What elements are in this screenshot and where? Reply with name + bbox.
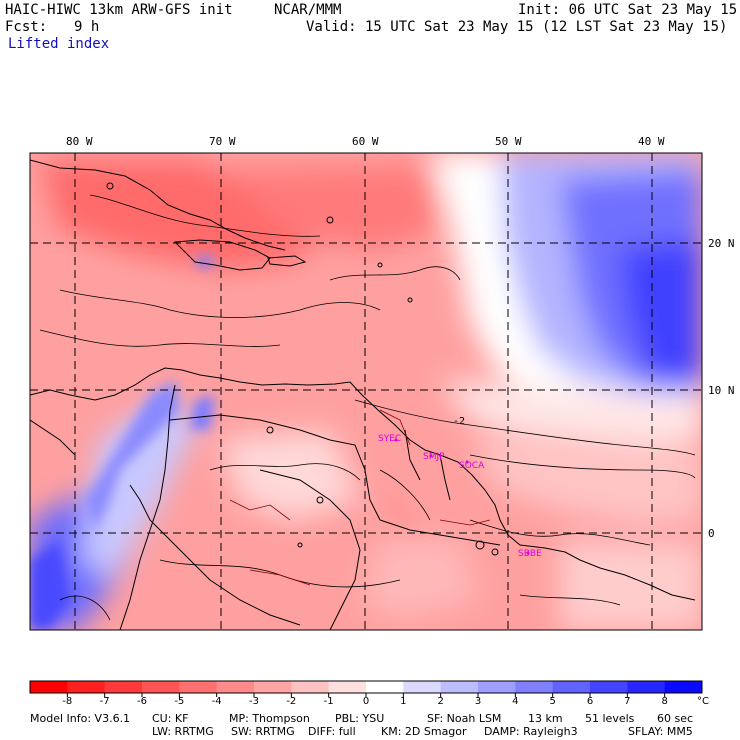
colorbar-swatch (104, 681, 143, 693)
init-time: Init: 06 UTC Sat 23 May 15 (518, 2, 738, 18)
lat-label: 0 (708, 527, 715, 540)
colorbar-swatch (552, 681, 591, 693)
colorbar-tick-label: -2 (286, 696, 296, 707)
model-info-levels: 51 levels (585, 712, 635, 725)
field-name: Lifted index (8, 36, 110, 52)
colorbar-swatch (67, 681, 105, 693)
colorbar-tick-label: 1 (400, 696, 406, 707)
border-colombia-brazil (259, 469, 361, 630)
colorbar-tick-label: -8 (62, 696, 72, 707)
colorbar-swatch (179, 681, 217, 693)
colorbar-swatch (403, 681, 441, 693)
border-guyana (439, 454, 451, 501)
colorbar-swatch (478, 681, 516, 693)
model-info-damp: DAMP: Rayleigh3 (484, 725, 578, 738)
station-marker (465, 460, 469, 464)
model-info-lw: LW: RRTMG (152, 725, 214, 738)
lon-label: 80 W (66, 135, 93, 148)
cuba-coast (30, 159, 286, 251)
lon-label: 70 W (209, 135, 236, 148)
coastlines (30, 159, 696, 630)
model-info-sf: SF: Noah LSM (427, 712, 502, 725)
border-peru (129, 484, 301, 626)
model-info-km: KM: 2D Smagor (381, 725, 467, 738)
station-marker (429, 454, 433, 458)
colorbar-swatch (515, 681, 553, 693)
border-suriname (404, 429, 421, 481)
colorbar-tick-label: -4 (212, 696, 222, 707)
station-label: SOCA (459, 461, 485, 471)
colorbar-swatch (440, 681, 479, 693)
colorbar-swatch (627, 681, 665, 693)
org-label: NCAR/MMM (274, 2, 342, 18)
colorbar-swatch (254, 681, 292, 693)
colorbar-swatch (328, 681, 367, 693)
model-info-mp: MP: Thompson (229, 712, 310, 725)
colorbar-tick-label: -7 (100, 696, 110, 707)
station-marker (526, 551, 530, 555)
puerto-rico-coast (267, 255, 307, 267)
colorbar-swatch (590, 681, 628, 693)
field-shading (30, 153, 702, 630)
colorbar-tick-label: 6 (587, 696, 593, 707)
station-label: SBBE (518, 549, 542, 559)
central-america-coast (30, 419, 76, 456)
forecast-label: Fcst: (5, 19, 48, 35)
colorbar-tick-label: -1 (324, 696, 334, 707)
colorbar-tick-label: -5 (174, 696, 184, 707)
model-info-dt: 60 sec (657, 712, 694, 725)
colorbar-swatch (216, 681, 255, 693)
station-label: SYEC (378, 434, 401, 444)
colorbar-swatch (664, 681, 703, 693)
model-info-sw: SW: RRTMG (231, 725, 295, 738)
colorbar-tick-label: -6 (137, 696, 147, 707)
model-title: HAIC-HIWC 13km ARW-GFS init (5, 2, 233, 18)
colorbar-tick-label: 2 (437, 696, 443, 707)
colorbar-tick-label: 7 (624, 696, 630, 707)
andes-border (119, 384, 176, 630)
model-info-cu: CU: KF (152, 712, 189, 725)
model-info-version: Model Info: V3.6.1 (30, 712, 131, 725)
south-america-coast (30, 367, 696, 601)
state-borders (229, 409, 491, 586)
model-info-diff: DIFF: full (308, 725, 356, 738)
forecast-hour: 9 h (74, 19, 100, 35)
colorbar-tick-label: 5 (549, 696, 555, 707)
model-info-sflay: SFLAY: MM5 (628, 725, 693, 738)
lon-label: 60 W (352, 135, 379, 148)
graticule (30, 153, 702, 630)
colorbar-swatch (142, 681, 180, 693)
colorbar-tick-label: -3 (249, 696, 259, 707)
colorbar-swatch (366, 681, 404, 693)
border-venezuela (169, 414, 381, 521)
lon-label: 50 W (495, 135, 522, 148)
colorbar-tick-label: 0 (363, 696, 369, 707)
model-info-dx: 13 km (528, 712, 563, 725)
lat-label: 20 N (708, 237, 735, 250)
colorbar: -8 -7 -6 -5 -4 -3 -2 -1 0 1 2 3 4 5 6 7 8 (29, 680, 703, 707)
colorbar-tick-label: 4 (512, 696, 518, 707)
valid-time: Valid: 15 UTC Sat 23 May 15 (12 LST Sat … (306, 19, 728, 35)
model-info-pbl: PBL: YSU (335, 712, 385, 725)
lat-label: 10 N (708, 384, 735, 397)
station-marker (394, 438, 398, 442)
colorbar-tick-label: 3 (475, 696, 481, 707)
border-brazil (379, 519, 501, 546)
colorbar-swatch (30, 681, 68, 693)
hispaniola-coast (173, 239, 271, 271)
colorbar-unit: °C (697, 696, 709, 707)
contour-value-label: -2 (453, 416, 465, 427)
colorbar-tick-label: 8 (661, 696, 667, 707)
station-label: SMJP (423, 452, 445, 462)
map-frame (29, 152, 703, 631)
colorbar-swatch (291, 681, 329, 693)
lon-label: 40 W (638, 135, 665, 148)
